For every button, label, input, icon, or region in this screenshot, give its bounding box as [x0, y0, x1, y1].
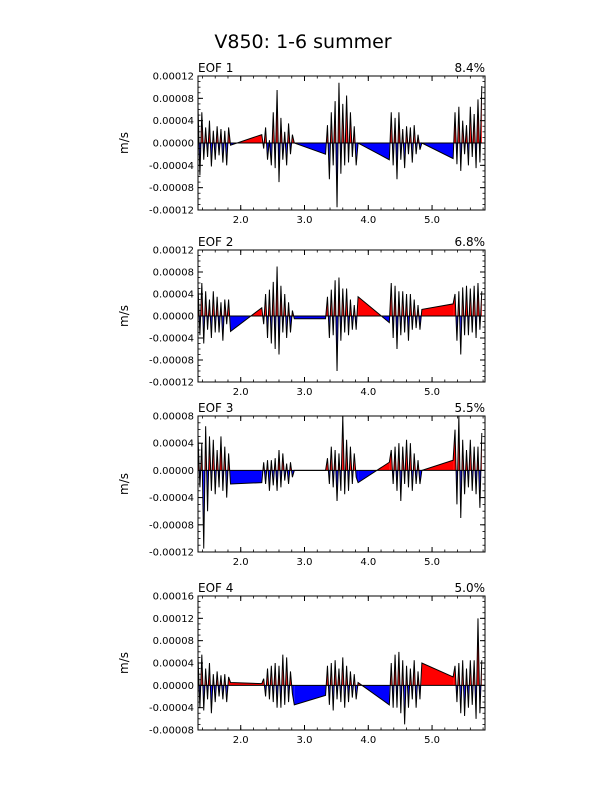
x-tick-label: 4.0: [360, 735, 376, 746]
positive-area-64-1: [409, 127, 411, 143]
y-tick-label: 0.00000: [153, 466, 194, 477]
y-tick-label: 0.00000: [153, 681, 194, 692]
positive-area-4-0: [205, 127, 207, 143]
negative-area-35-0: [294, 316, 326, 319]
panel-label: EOF 1: [198, 61, 233, 75]
y-tick-label: -0.00004: [149, 334, 194, 345]
x-tick-label: 2.0: [233, 387, 249, 398]
panel-eof-2: -0.00012 -0.00008 -0.00004 0.00000 0.00004 0.…: [117, 235, 486, 398]
y-tick-label: -0.00004: [149, 703, 194, 714]
y-tick-label: 0.00008: [153, 636, 194, 647]
x-tick-label: 3.0: [297, 735, 313, 746]
x-tick-label: 3.0: [297, 557, 313, 568]
x-tick-label: 4.0: [360, 215, 376, 226]
y-tick-label: -0.00012: [149, 206, 194, 217]
variance-label: 6.8%: [455, 235, 486, 249]
y-tick-label: 0.00012: [153, 614, 194, 625]
y-tick-label: 0.00012: [153, 246, 194, 257]
panel-eof-3: -0.00012 -0.00008 -0.00004 0.00000 0.00004 0.…: [117, 401, 486, 568]
negative-area-17-0: [230, 470, 262, 484]
positive-area-16-0: [228, 127, 231, 143]
x-tick-label: 3.0: [297, 215, 313, 226]
figure-title: V850: 1-6 summer: [214, 31, 391, 53]
y-tick-label: 0.00004: [153, 439, 194, 450]
positive-area-71-0: [421, 303, 454, 316]
y-tick-label: 0.00004: [153, 116, 194, 127]
series-line: [197, 415, 483, 549]
y-tick-label: 0.00000: [153, 139, 194, 150]
variance-label: 5.0%: [455, 581, 486, 595]
x-tick-label: 2.0: [233, 735, 249, 746]
y-axis-label: m/s: [117, 652, 131, 674]
panel-label: EOF 3: [198, 401, 233, 415]
plot-frame: [197, 595, 486, 731]
y-tick-label: -0.00008: [149, 726, 194, 737]
panel-label: EOF 4: [198, 581, 233, 595]
y-tick-label: -0.00004: [149, 161, 194, 172]
y-tick-label: -0.00012: [149, 378, 194, 389]
x-tick-label: 5.0: [424, 387, 440, 398]
y-tick-label: 0.00004: [153, 290, 194, 301]
panel-eof-1: -0.00012 -0.00008 -0.00004 0.00000 0.00004 0.…: [117, 61, 486, 226]
y-tick-label: -0.00012: [149, 548, 194, 559]
x-tick-label: 2.0: [233, 215, 249, 226]
y-tick-label: -0.00008: [149, 356, 194, 367]
positive-area-72-0: [453, 294, 456, 316]
x-tick-label: 5.0: [424, 215, 440, 226]
y-axis-label: m/s: [117, 132, 131, 154]
y-tick-label: 0.00008: [153, 412, 194, 423]
x-tick-label: 5.0: [424, 557, 440, 568]
y-tick-label: 0.00004: [153, 659, 194, 670]
x-tick-label: 4.0: [360, 387, 376, 398]
panel-label: EOF 2: [198, 235, 233, 249]
y-tick-label: 0.00012: [153, 72, 194, 83]
negative-area-35-0: [294, 685, 326, 705]
negative-area-52-0: [356, 470, 359, 483]
y-tick-label: -0.00008: [149, 183, 194, 194]
variance-label: 8.4%: [455, 61, 486, 75]
y-tick-label: 0.00016: [153, 592, 194, 603]
series-line: [197, 266, 483, 372]
y-axis-label: m/s: [117, 473, 131, 495]
y-tick-label: -0.00008: [149, 520, 194, 531]
y-tick-label: 0.00000: [153, 312, 194, 323]
x-tick-label: 4.0: [360, 557, 376, 568]
x-tick-label: 5.0: [424, 735, 440, 746]
panels: -0.00012 -0.00008 -0.00004 0.00000 0.00004 0.…: [117, 61, 486, 746]
y-tick-label: 0.00008: [153, 94, 194, 105]
positive-area-71-0: [421, 663, 454, 686]
variance-label: 5.5%: [455, 401, 486, 415]
y-tick-label: -0.00004: [149, 493, 194, 504]
x-tick-label: 2.0: [233, 557, 249, 568]
y-axis-label: m/s: [117, 305, 131, 327]
y-tick-label: 0.00008: [153, 268, 194, 279]
series-line: [197, 82, 483, 208]
panel-eof-4: -0.00008 -0.00004 0.00000 0.00004 0.00008 0.0…: [117, 581, 486, 746]
x-tick-label: 3.0: [297, 387, 313, 398]
